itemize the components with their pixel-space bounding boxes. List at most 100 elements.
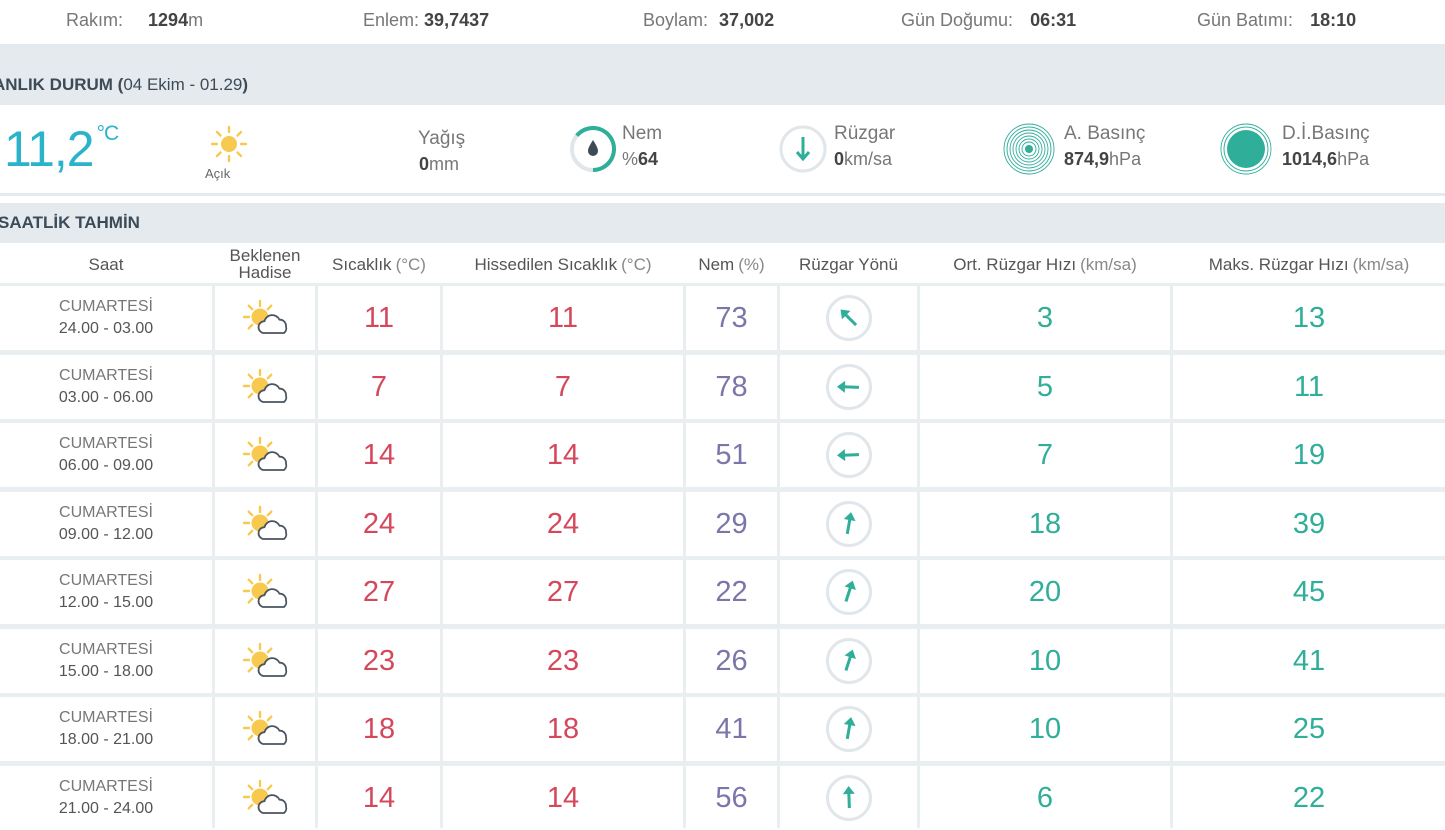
hourly-forecast-header: SAATLİK TAHMİN [0,203,1445,243]
day-label: CUMARTESİ [59,709,153,726]
table-row: CUMARTESİ 18.00 - 21.00 18 18 41 [0,697,1445,761]
col-header-time: Saat [88,254,124,274]
max-wind-value: 19 [1292,438,1326,471]
rain-label: Yağış [418,128,466,149]
current-temperature: 11,2 °C [4,120,120,178]
humidity-value: %64 [622,149,659,169]
wind-arrow-icon [840,309,857,327]
table-row: CUMARTESİ 21.00 - 24.00 14 14 56 [0,766,1445,830]
feels-like-cell: 27 [443,560,683,624]
humidity-value: 56 [715,781,748,814]
wind-direction-dial [825,432,872,478]
col-header-feels-like: Hissedilen Sıcaklık (°C) [474,254,652,274]
wind-direction-dial [825,364,872,410]
wind-value: 0km/sa [834,149,893,169]
temperature-cell: 7 [318,355,440,419]
temperature-cell: 24 [318,492,440,556]
pressure-icon [1003,123,1055,175]
humidity-value: 51 [715,438,748,471]
max-wind-value: 22 [1292,781,1326,814]
day-label: CUMARTESİ [59,367,153,384]
table-row: CUMARTESİ 12.00 - 15.00 27 27 22 [0,560,1445,624]
feels-like-value: 23 [546,644,580,677]
wind-direction-cell [780,697,917,761]
day-label: CUMARTESİ [59,572,153,589]
humidity-cell: 78 [686,355,777,419]
longitude-value: 37,002 [719,10,775,30]
sunset-label: Gün Batımı: [1197,10,1294,30]
event-cell [215,766,315,830]
time-cell: CUMARTESİ 18.00 - 21.00 [0,697,212,761]
current-condition-label: Açık [205,166,231,181]
time-cell: CUMARTESİ 24.00 - 03.00 [0,286,212,350]
col-header-temp: Sıcaklık (°C) [332,254,426,274]
time-range: 03.00 - 06.00 [58,389,154,406]
partly-cloudy-icon [242,368,288,403]
event-cell [215,697,315,761]
sunrise-value: 06:31 [1030,10,1077,30]
latitude-value: 39,7437 [424,10,490,30]
avg-wind-value: 10 [1028,644,1062,677]
max-wind-cell: 13 [1173,286,1445,350]
wind-direction-cell [780,423,917,487]
event-cell [215,286,315,350]
wind-direction-dial [825,706,872,752]
humidity-value: 22 [715,575,748,608]
feels-like-value: 24 [546,507,580,540]
time-cell: CUMARTESİ 06.00 - 09.00 [0,423,212,487]
event-cell [215,492,315,556]
humidity-value: 78 [715,370,748,403]
feels-like-value: 14 [546,438,580,471]
partly-cloudy-icon [242,573,288,608]
time-cell: CUMARTESİ 03.00 - 06.00 [0,355,212,419]
rain-value: 0mm [419,154,460,174]
sunrise-info: Gün Doğumu: 06:31 [901,10,1076,31]
temperature-value: 14 [362,438,396,471]
temperature-value: 14 [362,781,396,814]
col-header-event: Beklenen Hadise [229,246,301,282]
temperature-cell: 18 [318,697,440,761]
sea-pressure-icon [1220,123,1272,175]
col-header-max-wind: Maks. Rüzgar Hızı (km/sa) [1208,254,1410,274]
avg-wind-cell: 10 [920,629,1170,693]
table-row: CUMARTESİ 03.00 - 06.00 7 7 78 [0,355,1445,419]
time-range: 12.00 - 15.00 [58,594,154,611]
humidity-gauge-icon [570,126,616,172]
avg-wind-value: 6 [1036,781,1054,814]
table-row: CUMARTESİ 24.00 - 03.00 11 11 73 [0,286,1445,350]
max-wind-cell: 22 [1173,766,1445,830]
wind-direction-cell [780,560,917,624]
max-wind-value: 41 [1292,644,1326,677]
max-wind-value: 39 [1292,507,1326,540]
avg-wind-value: 20 [1028,575,1062,608]
event-cell [215,560,315,624]
max-wind-cell: 39 [1173,492,1445,556]
avg-wind-value: 18 [1028,507,1062,540]
table-row: CUMARTESİ 09.00 - 12.00 24 24 29 [0,492,1445,556]
sun-icon [210,125,248,163]
altitude-value: 1294 [148,10,189,30]
temperature-value: 27 [362,575,396,608]
altitude-label: Rakım: [66,10,124,30]
current-conditions-header: ANLIK DURUM (04 Ekim - 01.29) [0,65,1445,105]
wind-direction-cell [780,629,917,693]
feels-like-value: 18 [546,712,580,745]
day-label: CUMARTESİ [59,641,153,658]
time-range: 06.00 - 09.00 [58,457,154,474]
avg-wind-value: 3 [1036,301,1054,334]
feels-like-cell: 14 [443,766,683,830]
humidity-value: 73 [715,301,748,334]
humidity-value: 29 [715,507,748,540]
current-temperature-unit: °C [96,122,120,145]
partly-cloudy-icon [242,436,288,471]
avg-wind-cell: 5 [920,355,1170,419]
humidity-value: 26 [715,644,748,677]
wind-arrow-icon [836,380,859,393]
day-label: CUMARTESİ [59,298,153,315]
wind-label: Rüzgar [834,123,896,144]
current-conditions-date: 04 Ekim - 01.29 [123,75,243,94]
wind-arrow-icon [842,786,855,809]
temperature-cell: 11 [318,286,440,350]
pressure-value: 874,9hPa [1064,149,1142,169]
feels-like-cell: 24 [443,492,683,556]
